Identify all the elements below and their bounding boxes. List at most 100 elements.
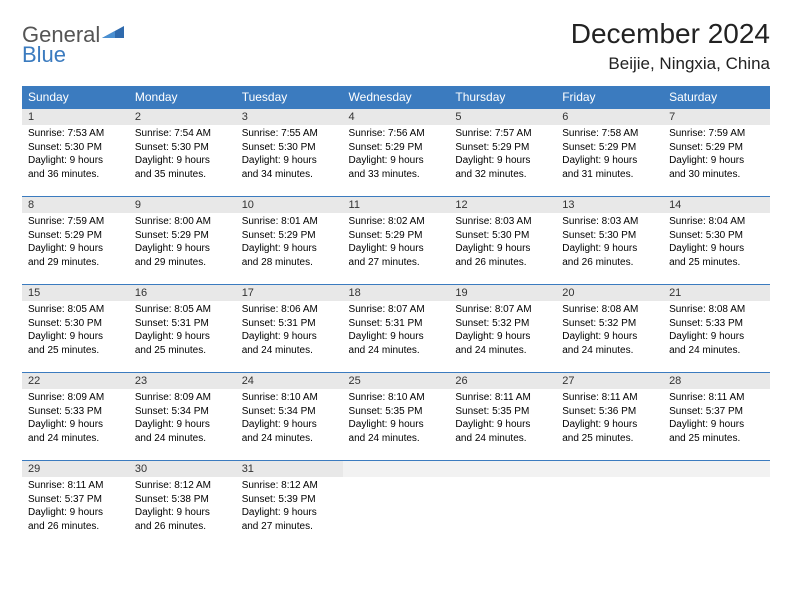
daylight-line1: Daylight: 9 hours	[135, 242, 230, 256]
day-details: Sunrise: 7:56 AMSunset: 5:29 PMDaylight:…	[343, 125, 450, 185]
calendar-week-row: 29Sunrise: 8:11 AMSunset: 5:37 PMDayligh…	[22, 461, 770, 549]
sunset-text: Sunset: 5:38 PM	[135, 493, 230, 507]
sunset-text: Sunset: 5:35 PM	[349, 405, 444, 419]
day-number: 27	[556, 373, 663, 389]
day-number: 9	[129, 197, 236, 213]
daylight-line1: Daylight: 9 hours	[242, 418, 337, 432]
daylight-line2: and 26 minutes.	[135, 520, 230, 534]
location-text: Beijie, Ningxia, China	[571, 54, 770, 74]
day-number: 28	[663, 373, 770, 389]
day-number: 14	[663, 197, 770, 213]
sunrise-text: Sunrise: 8:02 AM	[349, 215, 444, 229]
weekday-header: Monday	[129, 86, 236, 109]
calendar-cell: 25Sunrise: 8:10 AMSunset: 5:35 PMDayligh…	[343, 373, 450, 461]
daylight-line1: Daylight: 9 hours	[242, 330, 337, 344]
sunrise-text: Sunrise: 7:58 AM	[562, 127, 657, 141]
daylight-line1: Daylight: 9 hours	[562, 418, 657, 432]
daylight-line1: Daylight: 9 hours	[562, 154, 657, 168]
sunrise-text: Sunrise: 8:05 AM	[135, 303, 230, 317]
daylight-line1: Daylight: 9 hours	[349, 242, 444, 256]
daylight-line1: Daylight: 9 hours	[242, 242, 337, 256]
calendar-cell: 7Sunrise: 7:59 AMSunset: 5:29 PMDaylight…	[663, 109, 770, 197]
calendar-cell: 23Sunrise: 8:09 AMSunset: 5:34 PMDayligh…	[129, 373, 236, 461]
calendar-cell: 22Sunrise: 8:09 AMSunset: 5:33 PMDayligh…	[22, 373, 129, 461]
daylight-line1: Daylight: 9 hours	[349, 154, 444, 168]
day-number: 11	[343, 197, 450, 213]
day-number: 15	[22, 285, 129, 301]
day-number: 1	[22, 109, 129, 125]
sunset-text: Sunset: 5:32 PM	[455, 317, 550, 331]
daylight-line2: and 24 minutes.	[242, 344, 337, 358]
day-details: Sunrise: 8:05 AMSunset: 5:30 PMDaylight:…	[22, 301, 129, 361]
sunset-text: Sunset: 5:30 PM	[28, 141, 123, 155]
sunrise-text: Sunrise: 8:11 AM	[562, 391, 657, 405]
day-details: Sunrise: 8:12 AMSunset: 5:38 PMDaylight:…	[129, 477, 236, 537]
sunset-text: Sunset: 5:37 PM	[669, 405, 764, 419]
sunrise-text: Sunrise: 8:05 AM	[28, 303, 123, 317]
sunrise-text: Sunrise: 8:09 AM	[135, 391, 230, 405]
weekday-header: Thursday	[449, 86, 556, 109]
day-number: 2	[129, 109, 236, 125]
day-details: Sunrise: 8:03 AMSunset: 5:30 PMDaylight:…	[556, 213, 663, 273]
calendar-cell-empty	[343, 461, 450, 549]
daylight-line1: Daylight: 9 hours	[455, 330, 550, 344]
calendar-cell: 4Sunrise: 7:56 AMSunset: 5:29 PMDaylight…	[343, 109, 450, 197]
weekday-header: Wednesday	[343, 86, 450, 109]
day-number: 4	[343, 109, 450, 125]
daylight-line1: Daylight: 9 hours	[455, 418, 550, 432]
daylight-line2: and 31 minutes.	[562, 168, 657, 182]
daylight-line1: Daylight: 9 hours	[28, 242, 123, 256]
day-details: Sunrise: 8:08 AMSunset: 5:33 PMDaylight:…	[663, 301, 770, 361]
day-details	[343, 477, 450, 483]
weekday-header: Saturday	[663, 86, 770, 109]
day-details: Sunrise: 8:06 AMSunset: 5:31 PMDaylight:…	[236, 301, 343, 361]
sunset-text: Sunset: 5:39 PM	[242, 493, 337, 507]
day-number: 21	[663, 285, 770, 301]
sunset-text: Sunset: 5:30 PM	[28, 317, 123, 331]
daylight-line2: and 29 minutes.	[28, 256, 123, 270]
sunset-text: Sunset: 5:29 PM	[242, 229, 337, 243]
weekday-header: Sunday	[22, 86, 129, 109]
calendar-head: SundayMondayTuesdayWednesdayThursdayFrid…	[22, 86, 770, 109]
daylight-line1: Daylight: 9 hours	[455, 154, 550, 168]
daylight-line1: Daylight: 9 hours	[669, 154, 764, 168]
daylight-line1: Daylight: 9 hours	[28, 330, 123, 344]
day-number: 30	[129, 461, 236, 477]
daylight-line1: Daylight: 9 hours	[135, 418, 230, 432]
calendar-cell: 6Sunrise: 7:58 AMSunset: 5:29 PMDaylight…	[556, 109, 663, 197]
daylight-line2: and 25 minutes.	[562, 432, 657, 446]
day-details: Sunrise: 8:10 AMSunset: 5:35 PMDaylight:…	[343, 389, 450, 449]
day-details: Sunrise: 7:58 AMSunset: 5:29 PMDaylight:…	[556, 125, 663, 185]
day-number: 31	[236, 461, 343, 477]
calendar-cell: 2Sunrise: 7:54 AMSunset: 5:30 PMDaylight…	[129, 109, 236, 197]
daylight-line2: and 32 minutes.	[455, 168, 550, 182]
daylight-line1: Daylight: 9 hours	[28, 506, 123, 520]
daylight-line1: Daylight: 9 hours	[562, 242, 657, 256]
daylight-line2: and 33 minutes.	[349, 168, 444, 182]
day-details: Sunrise: 8:05 AMSunset: 5:31 PMDaylight:…	[129, 301, 236, 361]
day-number: 7	[663, 109, 770, 125]
daylight-line2: and 25 minutes.	[669, 432, 764, 446]
calendar-cell: 18Sunrise: 8:07 AMSunset: 5:31 PMDayligh…	[343, 285, 450, 373]
brand-text-blue: Blue	[22, 42, 66, 67]
daylight-line1: Daylight: 9 hours	[28, 154, 123, 168]
day-number: 18	[343, 285, 450, 301]
day-details	[556, 477, 663, 483]
daylight-line2: and 26 minutes.	[455, 256, 550, 270]
calendar-cell-empty	[663, 461, 770, 549]
sunrise-text: Sunrise: 8:03 AM	[562, 215, 657, 229]
sunrise-text: Sunrise: 8:06 AM	[242, 303, 337, 317]
daylight-line2: and 24 minutes.	[28, 432, 123, 446]
daylight-line2: and 25 minutes.	[669, 256, 764, 270]
page-header: GeneralBlue December 2024 Beijie, Ningxi…	[22, 18, 770, 74]
daylight-line2: and 36 minutes.	[28, 168, 123, 182]
calendar-cell: 8Sunrise: 7:59 AMSunset: 5:29 PMDaylight…	[22, 197, 129, 285]
day-details: Sunrise: 8:11 AMSunset: 5:35 PMDaylight:…	[449, 389, 556, 449]
daylight-line1: Daylight: 9 hours	[669, 418, 764, 432]
calendar-cell: 30Sunrise: 8:12 AMSunset: 5:38 PMDayligh…	[129, 461, 236, 549]
sunrise-text: Sunrise: 7:56 AM	[349, 127, 444, 141]
weekday-header: Tuesday	[236, 86, 343, 109]
daylight-line2: and 26 minutes.	[562, 256, 657, 270]
sunrise-text: Sunrise: 8:10 AM	[349, 391, 444, 405]
day-details: Sunrise: 7:54 AMSunset: 5:30 PMDaylight:…	[129, 125, 236, 185]
